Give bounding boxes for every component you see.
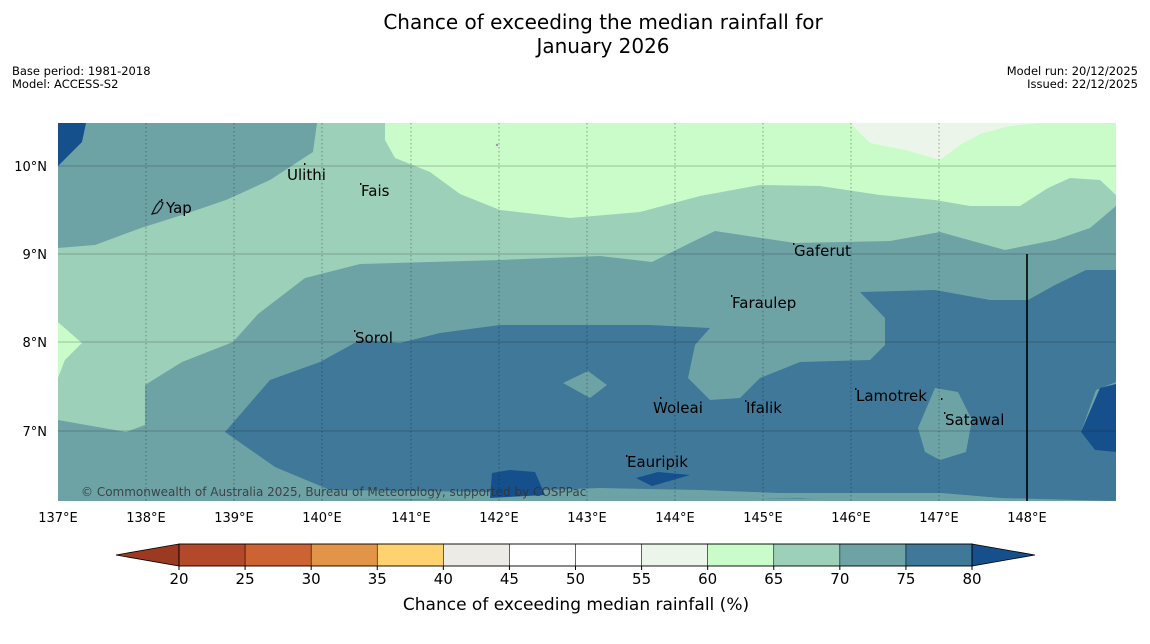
colorbar-tick-label: 55 <box>632 570 651 588</box>
place-eauripik: Eauripik <box>627 453 688 471</box>
place-ifalik: Ifalik <box>746 399 782 417</box>
colorbar-tick-label: 45 <box>500 570 519 588</box>
svg-text:10°N: 10°N <box>14 160 47 175</box>
colorbar-segments <box>178 543 973 567</box>
colorbar-ticks: 20 25 30 35 40 45 50 55 60 65 70 75 80 <box>169 566 982 588</box>
yap-island-shape <box>150 200 164 215</box>
place-lamotrek: Lamotrek <box>856 387 927 405</box>
colorbar-segment <box>905 543 973 567</box>
place-ulithi: Ulithi <box>287 166 326 184</box>
colorbar-segment <box>244 543 312 567</box>
colorbar-tick-label: 30 <box>302 570 321 588</box>
contour-70-75-hole-147 <box>918 388 972 460</box>
svg-text:138°E: 138°E <box>126 511 166 526</box>
colorbar-tick-label: 60 <box>698 570 717 588</box>
svg-text:146°E: 146°E <box>831 511 871 526</box>
meta-right: Model run: 20/12/2025 Issued: 22/12/2025 <box>1007 65 1138 91</box>
contour-80-up-east <box>1081 384 1116 452</box>
colorbar-segment <box>707 543 775 567</box>
place-gaferut: Gaferut <box>794 242 851 260</box>
place-woleai: Woleai <box>653 399 703 417</box>
svg-text:139°E: 139°E <box>214 511 254 526</box>
meta-left: Base period: 1981-2018 Model: ACCESS-S2 <box>12 65 151 91</box>
title-line-2: January 2026 <box>536 34 670 58</box>
svg-text:145°E: 145°E <box>743 511 783 526</box>
colorbar-segment <box>443 543 511 567</box>
colorbar-tick-label: 50 <box>566 570 585 588</box>
svg-text:9°N: 9°N <box>23 248 48 263</box>
island-markers <box>161 163 946 457</box>
svg-text:148°E: 148°E <box>1007 511 1047 526</box>
contour-80-up-south <box>490 470 545 498</box>
contour-80-up-south-2 <box>636 472 690 486</box>
model-text: Model: ACCESS-S2 <box>12 77 119 91</box>
colorbar-tick-label: 40 <box>434 570 453 588</box>
svg-text:7°N: 7°N <box>23 425 48 440</box>
svg-text:137°E: 137°E <box>38 511 78 526</box>
svg-text:143°E: 143°E <box>567 511 607 526</box>
meridians <box>145 123 940 501</box>
colorbar-segment <box>773 543 841 567</box>
place-faraulep: Faraulep <box>732 294 796 312</box>
svg-text:8°N: 8°N <box>23 336 48 351</box>
colorbar-tick-label: 65 <box>764 570 783 588</box>
graticule <box>58 123 1116 501</box>
islet-dot <box>495 143 499 147</box>
colorbar-segment <box>575 543 643 567</box>
contour-70-75-strip-south <box>58 493 1116 501</box>
svg-text:142°E: 142°E <box>479 511 519 526</box>
colorbar-tick-label: 75 <box>896 570 915 588</box>
copyright-notice: © Commonwealth of Australia 2025, Bureau… <box>81 485 586 499</box>
colorbar-segment <box>839 543 907 567</box>
colorbar-segment <box>178 543 246 567</box>
parallels <box>58 165 1116 432</box>
colorbar-high-extend <box>971 543 1036 567</box>
svg-text:144°E: 144°E <box>655 511 695 526</box>
contour-80-up-top-left <box>58 123 86 166</box>
place-yap: Yap <box>165 199 192 217</box>
islands <box>150 143 499 215</box>
colorbar: 20 25 30 35 40 45 50 55 60 65 70 75 80 Chance of exc… <box>115 543 1036 615</box>
lat-axis-labels: 10°N 9°N 8°N 7°N <box>14 160 47 440</box>
issued-text: Issued: 22/12/2025 <box>1027 77 1138 91</box>
colorbar-segment <box>376 543 445 567</box>
svg-text:147°E: 147°E <box>919 511 959 526</box>
colorbar-label: Chance of exceeding median rainfall (%) <box>403 595 749 615</box>
place-labels: Yap Ulithi Fais Gaferut Faraulep Sorol W… <box>165 166 1004 471</box>
base-period-text: Base period: 1981-2018 <box>12 64 151 78</box>
colorbar-tick-label: 80 <box>962 570 981 588</box>
colorbar-segment <box>641 543 709 567</box>
svg-text:140°E: 140°E <box>302 511 342 526</box>
svg-text:141°E: 141°E <box>391 511 431 526</box>
colorbar-tick-label: 25 <box>236 570 255 588</box>
colorbar-tick-label: 20 <box>169 570 188 588</box>
contour-65-70-band <box>58 123 1116 432</box>
place-sorol: Sorol <box>355 329 393 347</box>
contour-55-60-band <box>850 123 1040 160</box>
place-fais: Fais <box>361 182 390 200</box>
colorbar-segment <box>509 543 577 567</box>
lon-axis-labels: 137°E 138°E 139°E 140°E 141°E 142°E 143°… <box>38 511 1047 526</box>
colorbar-segment <box>310 543 379 567</box>
model-run-text: Model run: 20/12/2025 <box>1006 64 1138 78</box>
colorbar-low-extend <box>115 543 180 567</box>
contour-70-75-hole-143 <box>563 371 607 398</box>
title-line-1: Chance of exceeding the median rainfall … <box>383 10 823 34</box>
colorbar-tick-label: 70 <box>830 570 849 588</box>
place-satawal: Satawal <box>945 411 1004 429</box>
contour-60-65-west <box>58 322 82 378</box>
colorbar-tick-label: 35 <box>368 570 387 588</box>
map-title: Chance of exceeding the median rainfall … <box>0 10 1150 58</box>
